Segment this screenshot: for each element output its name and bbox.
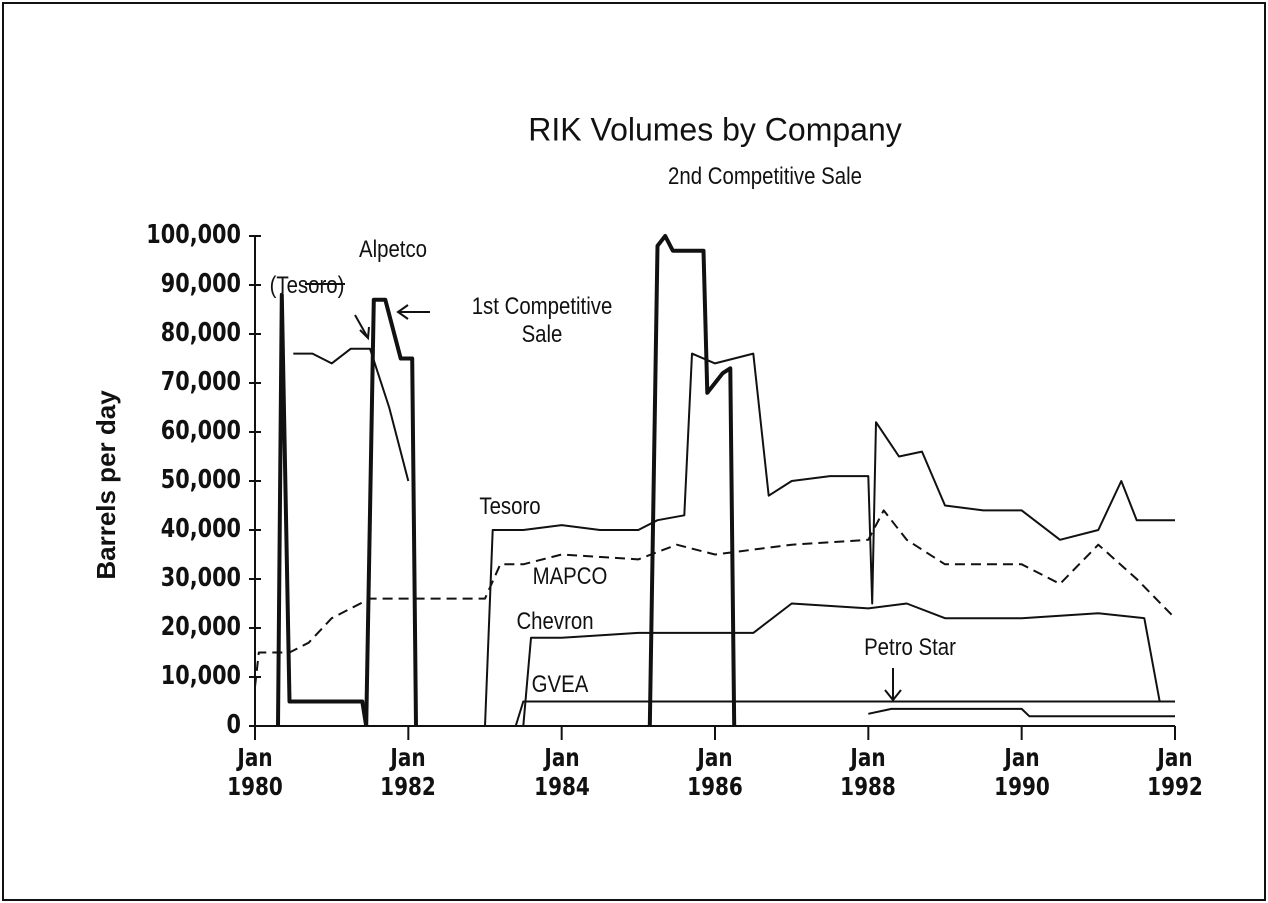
y-tick-label: 30,000	[161, 562, 241, 593]
x-tick-label: Jan 1984	[533, 743, 590, 801]
y-tick-label: 40,000	[161, 513, 241, 544]
series-label: 1st Competitive Sale	[471, 293, 613, 348]
y-tick-label: 50,000	[161, 464, 241, 495]
chart-title: RIK Volumes by Company	[528, 111, 902, 147]
x-tick-label: Jan 1988	[840, 743, 897, 801]
y-tick-label: 0	[227, 709, 241, 740]
y-tick-label: 60,000	[161, 415, 241, 446]
y-tick-label: 100,000	[146, 219, 241, 250]
series-label: Chevron	[516, 608, 594, 635]
y-axis-label: Barrels per day	[91, 390, 121, 580]
x-tick-label: Jan 1990	[993, 743, 1050, 801]
series-label: (Tesoro)	[269, 272, 345, 299]
series-line	[293, 347, 1175, 727]
series-line	[254, 509, 1176, 687]
series-line	[276, 292, 369, 727]
series-label: Petro Star	[864, 634, 956, 661]
series-line	[868, 707, 1175, 718]
x-tick-label: Jan 1982	[380, 743, 437, 801]
series-label: 2nd Competitive Sale	[668, 163, 862, 190]
series-line	[364, 297, 418, 727]
series-line	[514, 700, 1175, 727]
y-tick-label: 80,000	[161, 317, 241, 348]
series-label: Tesoro	[479, 493, 541, 520]
arrows	[305, 283, 902, 702]
x-tick-label: Jan 1992	[1147, 743, 1203, 801]
series-line	[647, 234, 737, 727]
y-tick-label: 70,000	[161, 366, 241, 397]
series-label: MAPCO	[532, 563, 608, 590]
annotation: Alpetco	[358, 236, 428, 263]
x-tick-label: Jan 1986	[687, 743, 743, 801]
series-label: GVEA	[531, 671, 589, 698]
x-tick-label: Jan 1980	[227, 743, 283, 801]
series-line	[522, 602, 1175, 727]
y-tick-label: 10,000	[161, 660, 241, 691]
y-tick-label: 20,000	[161, 611, 241, 642]
y-tick-label: 90,000	[161, 268, 241, 299]
